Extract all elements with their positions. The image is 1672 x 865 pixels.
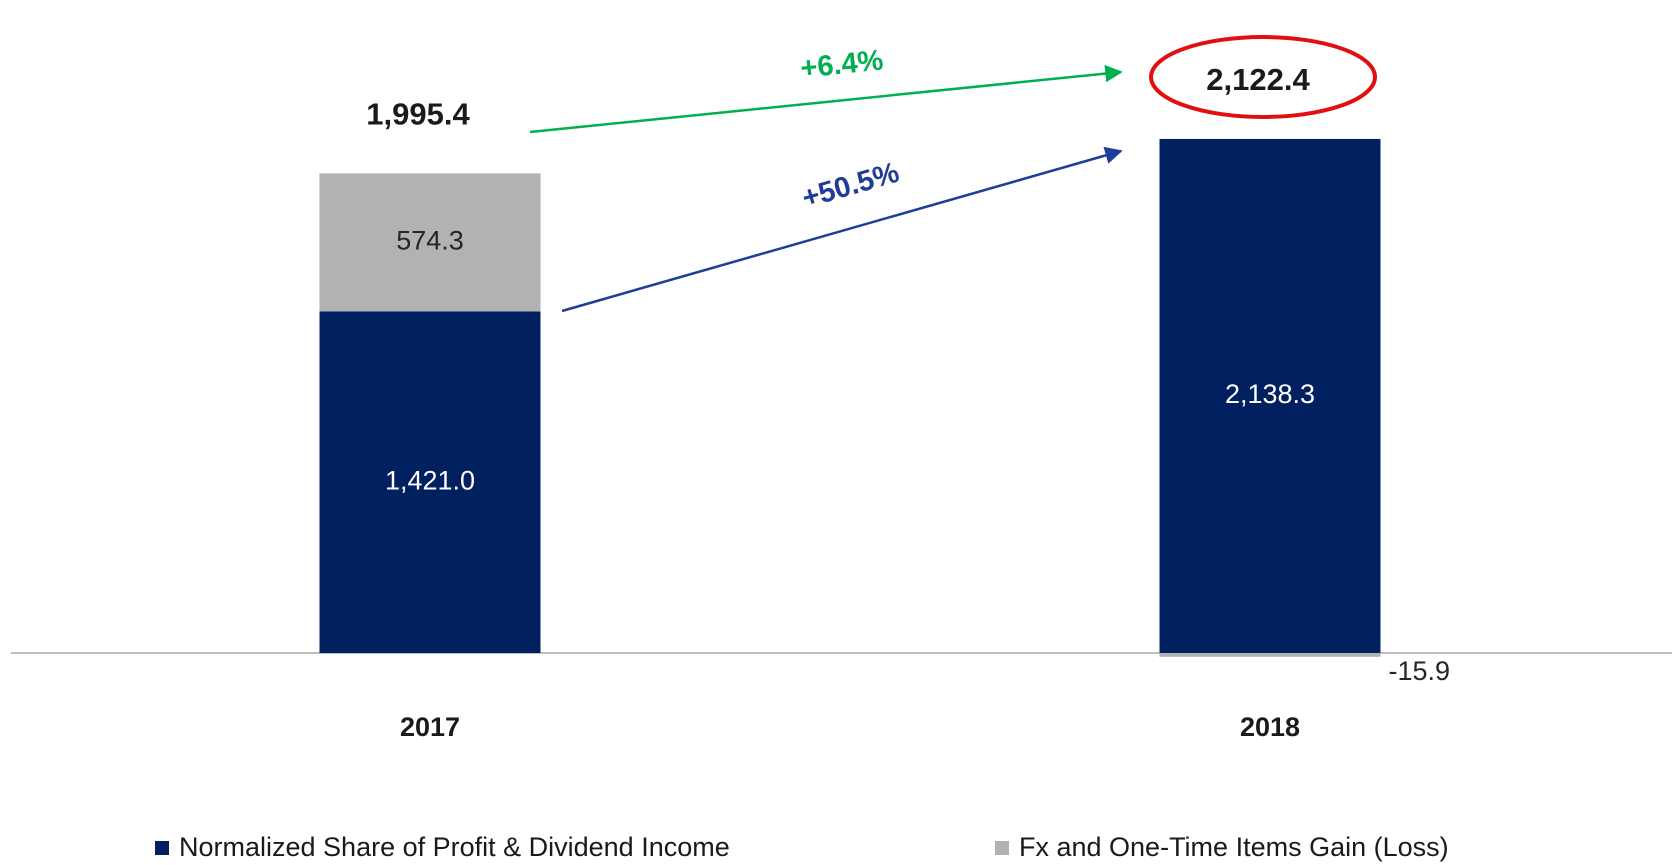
data-label: 2,138.3: [1225, 379, 1315, 409]
bar-segment: [319, 173, 541, 312]
data-label: 1,421.0: [385, 465, 475, 495]
data-label: -15.9: [1389, 656, 1451, 686]
legend-swatch: [155, 841, 169, 855]
x-tick-label: 2017: [400, 712, 460, 742]
bar-segment: [1159, 653, 1381, 657]
annotation: +50.5%: [799, 157, 903, 215]
bar-segment: [1159, 138, 1381, 653]
growth-arrow: [561, 146, 1123, 313]
highlight-circle: [1149, 35, 1377, 119]
total-label: 2,122.4: [1206, 62, 1310, 97]
legend-label: Fx and One-Time Items Gain (Loss): [1019, 832, 1449, 862]
x-tick-label: 2018: [1240, 712, 1300, 742]
legend-swatch: [995, 841, 1009, 855]
total-label: 1,995.4: [366, 97, 470, 132]
growth-arrow: [529, 64, 1123, 134]
annotation: +6.4%: [799, 44, 885, 85]
data-label: 574.3: [396, 225, 464, 255]
bar-segment: [319, 311, 541, 653]
legend-label: Normalized Share of Profit & Dividend In…: [179, 832, 730, 862]
